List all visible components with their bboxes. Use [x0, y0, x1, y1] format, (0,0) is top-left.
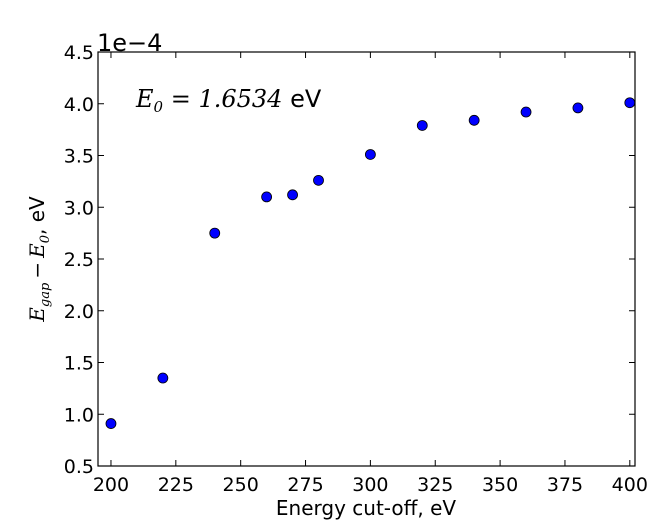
x-tick-label: 275 — [287, 474, 323, 496]
y-axis-label: Egap−E0, eV — [25, 196, 53, 323]
y-label-subscript: gap — [38, 282, 53, 307]
annotation-symbol: E — [135, 85, 154, 113]
data-point — [572, 102, 584, 114]
y-axis-ticks: 0.5 1.0 1.5 2.0 2.5 3.0 3.5 4.0 4.5 — [64, 42, 635, 478]
y-tick-label: 4.0 — [64, 94, 94, 116]
y-label-subscript2: 0 — [38, 235, 53, 243]
x-axis-ticks: 200 225 250 275 300 325 350 375 400 — [93, 52, 648, 496]
y-label-minus: − — [25, 262, 49, 279]
data-point — [624, 97, 636, 109]
y-label-symbol: E — [25, 307, 49, 323]
y-label-unit: , eV — [25, 196, 49, 235]
annotation-equals: = — [163, 85, 198, 113]
x-tick-label: 200 — [93, 474, 129, 496]
y-tick-label: 2.5 — [64, 249, 94, 271]
y-tick-label: 1.0 — [64, 404, 94, 426]
annotation-subscript: 0 — [154, 98, 164, 116]
y-tick-label: 2.0 — [64, 301, 94, 323]
data-point — [416, 120, 428, 131]
data-point — [209, 227, 221, 239]
data-point — [364, 149, 376, 160]
x-tick-label: 400 — [612, 474, 648, 496]
y-tick-label: 3.0 — [64, 197, 94, 219]
plot-frame — [97, 51, 636, 467]
axis-offset-label: 1e−4 — [97, 29, 162, 57]
y-tick-label: 1.5 — [64, 353, 94, 375]
y-tick-label: 4.5 — [64, 42, 94, 64]
y-label-symbol2: E — [25, 243, 49, 259]
annotation-value: 1.6534 — [198, 85, 282, 113]
y-tick-label: 0.5 — [64, 456, 94, 478]
data-point — [105, 418, 117, 429]
data-point — [520, 106, 532, 118]
data-point — [287, 189, 298, 201]
x-tick-label: 375 — [547, 474, 583, 496]
x-axis-label: Energy cut-off, eV — [276, 496, 457, 520]
data-point — [313, 174, 324, 186]
x-tick-label: 250 — [223, 474, 259, 496]
x-tick-label: 300 — [352, 474, 388, 496]
data-point — [468, 114, 480, 126]
data-point — [157, 372, 169, 384]
annotation-unit: eV — [282, 85, 321, 113]
annotation-e0: E0 = 1.6534 eV — [135, 85, 322, 116]
x-tick-label: 225 — [158, 474, 194, 496]
x-tick-label: 350 — [482, 474, 518, 496]
y-tick-label: 3.5 — [64, 146, 94, 168]
data-point — [261, 191, 273, 203]
x-tick-label: 325 — [417, 474, 453, 496]
data-points — [105, 97, 636, 429]
